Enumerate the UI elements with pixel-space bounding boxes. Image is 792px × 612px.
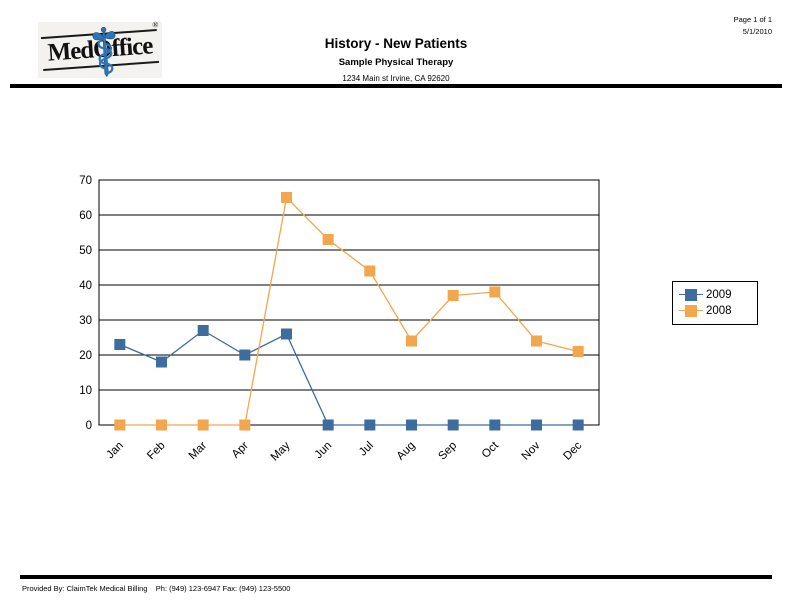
x-axis-tick-label: Aug	[395, 440, 418, 463]
series-line-2008	[119, 196, 579, 426]
data-point-2009-Aug	[406, 419, 417, 431]
x-axis-tick-label: Jan	[104, 440, 126, 462]
chart-legend: 2009 2008	[672, 281, 758, 325]
caduceus-icon	[90, 25, 120, 84]
x-axis-tick-label: Jul	[357, 440, 376, 459]
x-axis-tick-label: Nov	[520, 439, 543, 462]
y-axis-tick-label: 10	[79, 385, 92, 397]
page-number: Page 1 of 1	[733, 15, 772, 24]
legend-marker-icon	[679, 289, 703, 301]
data-point-2008-Jan	[114, 419, 126, 431]
x-axis-tick-label: May	[269, 439, 293, 463]
title-block: History - New Patients Sample Physical T…	[196, 36, 596, 83]
report-date: 5/1/2010	[742, 27, 772, 36]
x-axis-tick-label: Apr	[230, 440, 251, 461]
y-axis-tick-label: 60	[79, 210, 92, 222]
x-axis-tick-label: Dec	[561, 439, 584, 462]
medoffice-logo: MedOffice ®	[38, 19, 162, 78]
data-point-2008-Nov	[531, 335, 542, 347]
data-point-2008-Mar	[197, 419, 209, 431]
x-axis-tick-label: Sep	[436, 440, 459, 463]
y-axis-tick-label: 20	[79, 350, 92, 362]
data-point-2009-Apr	[239, 349, 251, 361]
data-point-2009-Nov	[531, 419, 542, 431]
data-point-2009-May	[281, 328, 292, 340]
practice-address: 1234 Main st Irvine, CA 92620	[342, 74, 450, 83]
data-point-2009-Jun	[322, 419, 334, 431]
y-axis-tick-label: 30	[79, 315, 92, 327]
y-axis-tick-label: 50	[79, 245, 92, 257]
line-chart: 0 10 20 30 40 50 60 70 Jan Feb Mar Apr May Jun Jul Aug S…	[79, 175, 600, 463]
data-point-2009-Dec	[572, 419, 584, 431]
data-point-2008-Feb	[156, 419, 167, 431]
x-axis-tick-label: Feb	[145, 440, 168, 463]
data-point-2008-Sep	[447, 290, 459, 301]
data-point-2009-Feb	[156, 356, 167, 368]
data-point-2008-Dec	[572, 346, 584, 357]
data-point-2009-Mar	[197, 325, 209, 336]
data-point-2009-Oct	[489, 419, 501, 431]
data-point-2009-Jan	[114, 339, 126, 350]
chart: 0 10 20 30 40 50 60 70 Jan Feb Mar Apr May Jun Jul Aug S…	[70, 170, 630, 480]
data-point-2008-Aug	[406, 335, 417, 347]
y-axis-tick-label: 70	[79, 175, 92, 187]
header-rule	[10, 84, 782, 88]
report-title: History - New Patients	[324, 36, 468, 51]
registered-trademark: ®	[151, 19, 159, 30]
legend-item-2009: 2009	[679, 287, 751, 303]
data-point-2009-Sep	[447, 419, 459, 431]
data-point-2008-Jun	[322, 234, 334, 245]
y-axis-tick-label: 0	[86, 420, 92, 432]
data-point-2009-Jul	[364, 419, 376, 431]
footer-rule	[20, 575, 772, 579]
footer-provider-info: Provided By: ClaimTek Medical Billing Ph…	[22, 584, 291, 593]
x-axis-tick-label: Mar	[187, 440, 210, 463]
x-axis-tick-label: Jun	[313, 440, 335, 462]
data-point-2008-Oct	[489, 286, 501, 298]
data-point-2008-May	[281, 192, 292, 203]
page-info: Page 1 of 1 5/1/2010	[734, 14, 772, 38]
legend-marker-icon	[679, 305, 703, 317]
data-point-2008-Jul	[364, 265, 376, 277]
data-point-2008-Apr	[239, 419, 251, 431]
y-axis-tick-label: 40	[79, 280, 92, 292]
legend-label: 2009	[706, 289, 732, 301]
legend-label: 2008	[706, 305, 732, 317]
legend-item-2008: 2008	[679, 303, 751, 319]
x-axis-tick-label: Oct	[480, 439, 502, 461]
practice-name: Sample Physical Therapy	[338, 57, 454, 68]
series-line-2009	[119, 329, 579, 426]
